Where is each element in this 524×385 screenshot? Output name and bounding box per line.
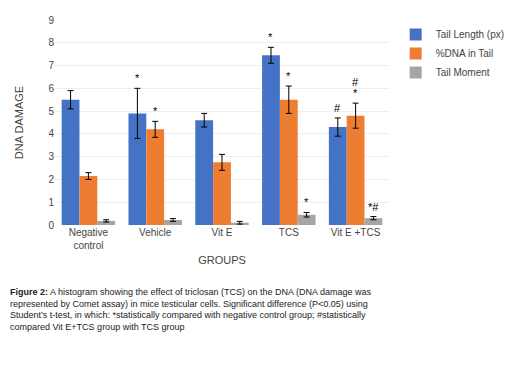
svg-text:#: # (352, 76, 359, 88)
svg-text:*: * (268, 31, 273, 43)
svg-text:#: # (334, 102, 341, 114)
svg-text:Negativecontrol: Negativecontrol (69, 227, 109, 251)
svg-text:*#: *# (368, 201, 379, 213)
svg-text:*: * (286, 70, 291, 82)
svg-text:GROUPS: GROUPS (198, 254, 246, 266)
svg-text:Vehicle: Vehicle (139, 227, 172, 238)
svg-text:5: 5 (48, 106, 54, 117)
svg-text:TCS: TCS (279, 227, 299, 238)
svg-text:%DNA in Tail: %DNA in Tail (436, 48, 494, 59)
svg-text:Vit E +TCS: Vit E +TCS (331, 227, 381, 238)
svg-text:*: * (135, 72, 140, 84)
svg-text:0: 0 (48, 220, 54, 231)
svg-text:DNA DAMAGE: DNA DAMAGE (13, 86, 25, 159)
svg-text:2: 2 (48, 174, 54, 185)
svg-text:Vit E: Vit E (212, 227, 233, 238)
svg-text:*: * (304, 196, 309, 208)
svg-text:8: 8 (48, 37, 54, 48)
svg-text:1: 1 (48, 197, 54, 208)
svg-text:*: * (153, 105, 158, 117)
svg-text:6: 6 (48, 83, 54, 94)
svg-text:9: 9 (48, 15, 54, 26)
svg-text:7: 7 (48, 60, 54, 71)
svg-text:*: * (353, 87, 358, 99)
svg-text:Tail Moment: Tail Moment (436, 67, 490, 78)
svg-text:4: 4 (48, 128, 54, 139)
svg-text:Tail Length (px): Tail Length (px) (436, 29, 504, 40)
svg-text:3: 3 (48, 151, 54, 162)
svg-text:Figure 2: A histogram showing: Figure 2: A histogram showing the effect… (10, 287, 372, 332)
